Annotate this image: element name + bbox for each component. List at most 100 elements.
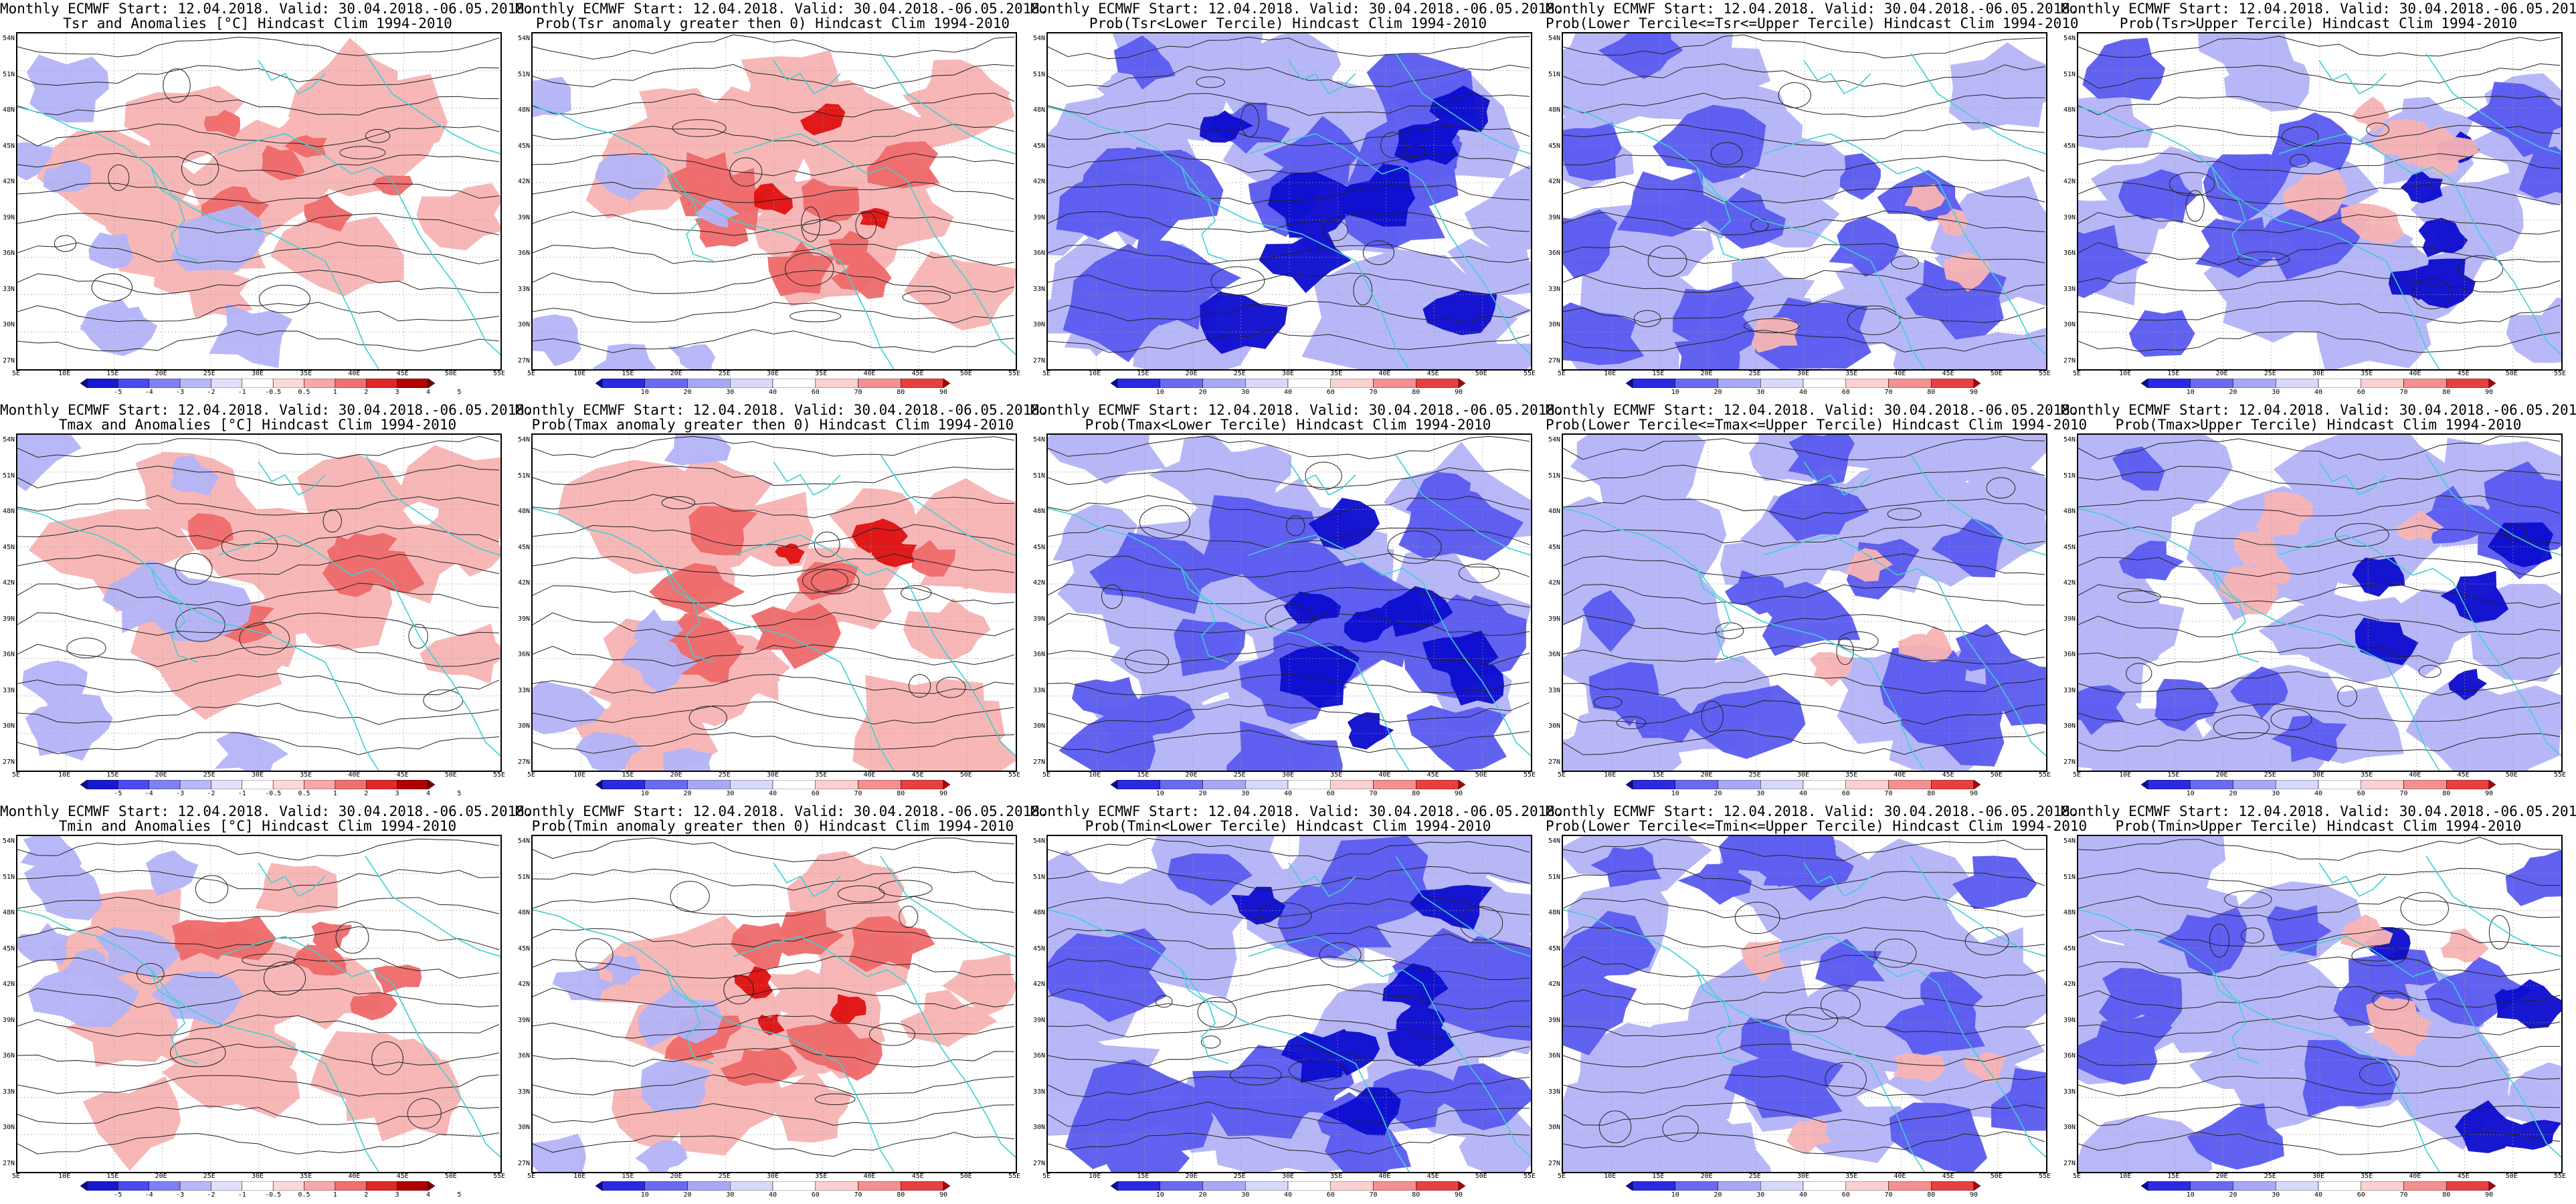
colorbar-swatch: [428, 379, 435, 388]
colorbar-label: 90: [1454, 790, 1463, 797]
latitude-label: 42N: [2, 579, 15, 587]
latitude-label: 36N: [517, 651, 530, 659]
longitude-label: 10E: [2119, 370, 2132, 377]
colorbar-swatch: [943, 379, 950, 388]
forecast-panel: Monthly ECMWF Start: 12.04.2018. Valid: …: [1546, 0, 2079, 401]
colorbar-swatch: [80, 379, 88, 388]
latitude-label: 27N: [2063, 759, 2076, 766]
panel-title-line2: Prob(Tmin<Lower Tercile) Hindcast Clim 1…: [1085, 818, 1491, 834]
latitude-label: 42N: [2063, 579, 2076, 587]
longitude-label: 55E: [2038, 771, 2051, 779]
colorbar-label: 70: [1369, 389, 1378, 396]
colorbar-label: 10: [640, 790, 649, 797]
latitude-label: 54N: [2063, 35, 2076, 42]
colorbar-swatch: [1803, 780, 1846, 789]
map-area: [531, 32, 1017, 371]
colorbar-label: 40: [2314, 389, 2323, 396]
longitude-label: 25E: [718, 771, 731, 779]
colorbar-swatch: [644, 1181, 688, 1191]
longitude-label: 40E: [1894, 771, 1906, 779]
longitude-label: 25E: [718, 370, 731, 377]
latitude-label: 45N: [2063, 543, 2076, 551]
shaded-field: [533, 435, 731, 771]
colorbar-label: 5: [457, 790, 462, 797]
colorbar-label: 90: [2484, 389, 2494, 396]
colorbar-label: 60: [1326, 1191, 1335, 1199]
latitude-label: 27N: [1032, 1160, 1045, 1167]
colorbar-label: 30: [726, 1191, 735, 1199]
colorbar-label: -2: [207, 790, 215, 797]
colorbar-label: -1: [238, 1191, 246, 1199]
colorbar-swatch: [2446, 780, 2490, 789]
longitude-label: 20E: [670, 771, 682, 779]
colorbar-swatch: [1718, 1181, 1761, 1191]
longitude-label: 20E: [2215, 370, 2228, 377]
colorbar-label: 40: [1283, 389, 1293, 396]
colorbar-swatch: [815, 1181, 858, 1191]
colorbar-swatch: [335, 780, 367, 789]
colorbar-label: 40: [1799, 389, 1808, 396]
latitude-label: 48N: [2, 508, 15, 516]
longitude-label: 25E: [2264, 370, 2276, 377]
longitude-label: 45E: [1942, 771, 1954, 779]
longitude-label: 40E: [1378, 771, 1391, 779]
longitude-label: 30E: [2312, 771, 2325, 779]
colorbar-swatch: [2190, 1181, 2233, 1191]
map-area: [16, 835, 502, 1173]
colorbar-swatch: [1373, 379, 1416, 388]
colorbar-swatch: [1373, 1181, 1416, 1191]
colorbar-label: 10: [1671, 790, 1679, 797]
longitude-label: 5E: [1557, 370, 1566, 377]
longitude-label: 10E: [2119, 1173, 2132, 1180]
panel-title-line1: Monthly ECMWF Start: 12.04.2018. Valid: …: [0, 402, 533, 418]
latitude-label: 48N: [2, 106, 15, 114]
latitude-label: 42N: [1548, 981, 1560, 989]
latitude-label: 48N: [517, 508, 530, 516]
colorbar-label: 60: [1841, 389, 1850, 396]
longitude-label: 50E: [444, 771, 457, 779]
colorbar-label: 70: [2399, 389, 2408, 396]
panel-title-line2: Tmin and Anomalies [°C] Hindcast Clim 19…: [58, 818, 457, 834]
longitude-label: 20E: [1700, 370, 1713, 377]
colorbar-label: -0.5: [265, 1191, 282, 1199]
longitude-label: 40E: [1378, 1173, 1391, 1180]
graticule: [1563, 33, 2046, 369]
temperature-contours: [1048, 837, 1530, 1155]
latitude-label: 27N: [1548, 357, 1560, 365]
colorbar-label: 90: [939, 790, 948, 797]
colorbar-label: 60: [2357, 790, 2365, 797]
colorbar-swatch: [815, 379, 858, 388]
colorbar-label: 70: [2399, 1191, 2408, 1199]
longitude-label: 20E: [2215, 1173, 2228, 1180]
colorbar-swatch: [179, 1181, 211, 1191]
colorbar-swatch: [2446, 1181, 2490, 1191]
longitude-label: 45E: [1942, 370, 1954, 377]
longitude-label: 40E: [1894, 1173, 1906, 1180]
colorbar-swatch: [272, 1181, 304, 1191]
longitude-label: 10E: [573, 771, 586, 779]
colorbar-swatch: [687, 1181, 731, 1191]
map-area: [2077, 32, 2563, 371]
graticule: [1048, 33, 1531, 369]
colorbar-label: 60: [2357, 1191, 2365, 1199]
colorbar-swatch: [1160, 1181, 1203, 1191]
colorbar-swatch: [397, 780, 429, 789]
panel-title-line1: Monthly ECMWF Start: 12.04.2018. Valid: …: [1546, 803, 2079, 819]
latitude-label: 42N: [2, 178, 15, 186]
colorbar-swatch: [901, 1181, 944, 1191]
colorbar-swatch: [1632, 780, 1675, 789]
shaded-field: [1231, 885, 1492, 1136]
latitude-label: 48N: [517, 909, 530, 917]
longitude-label: 55E: [1008, 1173, 1021, 1180]
colorbar-swatch: [1373, 780, 1416, 789]
colorbar-label: 70: [1884, 1191, 1893, 1199]
longitude-label: 25E: [203, 1173, 215, 1180]
colorbar-swatch: [149, 379, 181, 388]
longitude-label: 25E: [203, 771, 215, 779]
colorbar-swatch: [1202, 1181, 1246, 1191]
colorbar-swatch: [730, 780, 773, 789]
colorbar-swatch: [1675, 379, 1718, 388]
panel-title-line2: Prob(Tmax>Upper Tercile) Hindcast Clim 1…: [2115, 417, 2522, 433]
longitude-label: 5E: [1042, 370, 1051, 377]
latitude-label: 30N: [1032, 321, 1045, 329]
